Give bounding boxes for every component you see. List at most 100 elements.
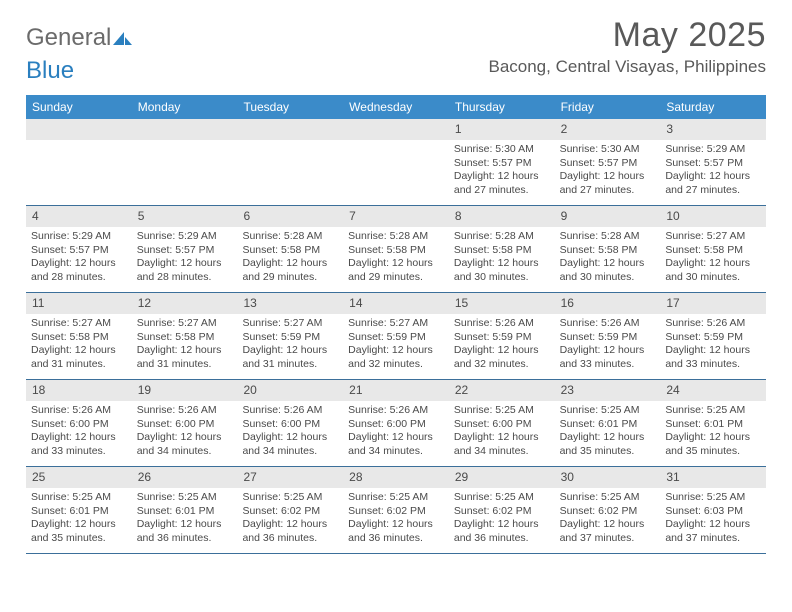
day-cell: 5 Sunrise: 5:29 AMSunset: 5:57 PMDaylight…	[132, 206, 238, 292]
day-cell: 3 Sunrise: 5:29 AMSunset: 5:57 PMDaylight…	[660, 119, 766, 205]
dow-cell: Wednesday	[343, 95, 449, 119]
day-detail: Sunrise: 5:30 AMSunset: 5:57 PMDaylight:…	[559, 143, 657, 197]
day-detail: Sunrise: 5:25 AMSunset: 6:01 PMDaylight:…	[136, 491, 234, 545]
day-number: 16	[555, 293, 661, 314]
day-detail: Sunrise: 5:25 AMSunset: 6:02 PMDaylight:…	[453, 491, 551, 545]
day-cell: 6 Sunrise: 5:28 AMSunset: 5:58 PMDaylight…	[237, 206, 343, 292]
day-detail: Sunrise: 5:28 AMSunset: 5:58 PMDaylight:…	[347, 230, 445, 284]
day-detail: Sunrise: 5:27 AMSunset: 5:58 PMDaylight:…	[664, 230, 762, 284]
day-cell: 27 Sunrise: 5:25 AMSunset: 6:02 PMDayligh…	[237, 467, 343, 553]
day-number: 12	[132, 293, 238, 314]
day-detail: Sunrise: 5:25 AMSunset: 6:01 PMDaylight:…	[664, 404, 762, 458]
day-cell: 12 Sunrise: 5:27 AMSunset: 5:58 PMDayligh…	[132, 293, 238, 379]
day-cell: 20Sunrise: 5:26 AMSunset: 6:00 PMDayligh…	[237, 380, 343, 466]
day-detail: Sunrise: 5:25 AMSunset: 6:00 PMDaylight:…	[453, 404, 551, 458]
day-detail: Sunrise: 5:25 AMSunset: 6:02 PMDaylight:…	[241, 491, 339, 545]
day-detail: Sunrise: 5:29 AMSunset: 5:57 PMDaylight:…	[30, 230, 128, 284]
day-number: 25	[26, 467, 132, 488]
day-cell: 1 Sunrise: 5:30 AMSunset: 5:57 PMDaylight…	[449, 119, 555, 205]
day-cell: 8 Sunrise: 5:28 AMSunset: 5:58 PMDaylight…	[449, 206, 555, 292]
day-number: 6	[237, 206, 343, 227]
day-cell: 16Sunrise: 5:26 AMSunset: 5:59 PMDayligh…	[555, 293, 661, 379]
day-number: 24	[660, 380, 766, 401]
day-number: 13	[237, 293, 343, 314]
calendar: SundayMondayTuesdayWednesdayThursdayFrid…	[26, 95, 766, 554]
day-number: 26	[132, 467, 238, 488]
title-block: May 2025 Bacong, Central Visayas, Philip…	[488, 16, 766, 77]
day-cell: 14 Sunrise: 5:27 AMSunset: 5:59 PMDayligh…	[343, 293, 449, 379]
day-number: 28	[343, 467, 449, 488]
day-cell: 15 Sunrise: 5:26 AMSunset: 5:59 PMDayligh…	[449, 293, 555, 379]
day-number: 5	[132, 206, 238, 227]
day-number: 31	[660, 467, 766, 488]
day-number: 3	[660, 119, 766, 140]
day-cell: 28 Sunrise: 5:25 AMSunset: 6:02 PMDayligh…	[343, 467, 449, 553]
day-number: 4	[26, 206, 132, 227]
day-number: 11	[26, 293, 132, 314]
day-cell: 23 Sunrise: 5:25 AMSunset: 6:01 PMDayligh…	[555, 380, 661, 466]
day-number: 14	[343, 293, 449, 314]
week-row: 1Sunrise: 5:30 AMSunset: 5:57 PMDaylight…	[26, 119, 766, 206]
dow-cell: Tuesday	[237, 95, 343, 119]
brand-general: General	[26, 24, 111, 52]
day-cell: 9Sunrise: 5:28 AMSunset: 5:58 PMDaylight…	[555, 206, 661, 292]
day-detail: Sunrise: 5:27 AMSunset: 5:59 PMDaylight:…	[241, 317, 339, 371]
day-cell: 25 Sunrise: 5:25 AMSunset: 6:01 PMDayligh…	[26, 467, 132, 553]
day-cell: 7 Sunrise: 5:28 AMSunset: 5:58 PMDaylight…	[343, 206, 449, 292]
day-detail: Sunrise: 5:25 AMSunset: 6:03 PMDaylight:…	[664, 491, 762, 545]
day-number: 29	[449, 467, 555, 488]
day-detail: Sunrise: 5:26 AMSunset: 6:00 PMDaylight:…	[347, 404, 445, 458]
month-title: May 2025	[488, 16, 766, 55]
dow-cell: Thursday	[449, 95, 555, 119]
day-detail: Sunrise: 5:29 AMSunset: 5:57 PMDaylight:…	[664, 143, 762, 197]
day-number-empty	[343, 119, 449, 140]
day-number: 27	[237, 467, 343, 488]
day-number: 17	[660, 293, 766, 314]
day-number: 23	[555, 380, 661, 401]
day-cell: 24 Sunrise: 5:25 AMSunset: 6:01 PMDayligh…	[660, 380, 766, 466]
day-cell: 2Sunrise: 5:30 AMSunset: 5:57 PMDaylight…	[555, 119, 661, 205]
brand-blue: Blue	[26, 57, 74, 85]
day-number-empty	[237, 119, 343, 140]
day-detail: Sunrise: 5:26 AMSunset: 6:00 PMDaylight:…	[30, 404, 128, 458]
dow-cell: Sunday	[26, 95, 132, 119]
day-detail: Sunrise: 5:25 AMSunset: 6:02 PMDaylight:…	[347, 491, 445, 545]
day-number: 18	[26, 380, 132, 401]
day-cell: 4 Sunrise: 5:29 AMSunset: 5:57 PMDaylight…	[26, 206, 132, 292]
day-number: 7	[343, 206, 449, 227]
day-detail: Sunrise: 5:25 AMSunset: 6:01 PMDaylight:…	[559, 404, 657, 458]
week-row: 4Sunrise: 5:29 AMSunset: 5:57 PMDaylight…	[26, 206, 766, 293]
dow-cell: Saturday	[660, 95, 766, 119]
day-cell: 22Sunrise: 5:25 AMSunset: 6:00 PMDayligh…	[449, 380, 555, 466]
day-cell: 30 Sunrise: 5:25 AMSunset: 6:02 PMDayligh…	[555, 467, 661, 553]
day-number: 9	[555, 206, 661, 227]
day-number: 30	[555, 467, 661, 488]
day-detail: Sunrise: 5:26 AMSunset: 5:59 PMDaylight:…	[453, 317, 551, 371]
day-cell	[343, 119, 449, 205]
day-cell: 29 Sunrise: 5:25 AMSunset: 6:02 PMDayligh…	[449, 467, 555, 553]
day-detail: Sunrise: 5:28 AMSunset: 5:58 PMDaylight:…	[453, 230, 551, 284]
day-cell: 10 Sunrise: 5:27 AMSunset: 5:58 PMDayligh…	[660, 206, 766, 292]
day-cell: 19Sunrise: 5:26 AMSunset: 6:00 PMDayligh…	[132, 380, 238, 466]
day-detail: Sunrise: 5:26 AMSunset: 6:00 PMDaylight:…	[136, 404, 234, 458]
day-cell	[237, 119, 343, 205]
day-number: 1	[449, 119, 555, 140]
brand-logo: General	[26, 16, 134, 52]
day-cell: 13 Sunrise: 5:27 AMSunset: 5:59 PMDayligh…	[237, 293, 343, 379]
day-cell: 18 Sunrise: 5:26 AMSunset: 6:00 PMDayligh…	[26, 380, 132, 466]
dow-cell: Friday	[555, 95, 661, 119]
day-detail: Sunrise: 5:29 AMSunset: 5:57 PMDaylight:…	[136, 230, 234, 284]
day-detail: Sunrise: 5:25 AMSunset: 6:01 PMDaylight:…	[30, 491, 128, 545]
week-row: 25Sunrise: 5:25 AMSunset: 6:01 PMDayligh…	[26, 467, 766, 554]
day-number: 15	[449, 293, 555, 314]
day-detail: Sunrise: 5:27 AMSunset: 5:58 PMDaylight:…	[30, 317, 128, 371]
day-number: 10	[660, 206, 766, 227]
day-detail: Sunrise: 5:28 AMSunset: 5:58 PMDaylight:…	[241, 230, 339, 284]
day-number: 8	[449, 206, 555, 227]
day-detail: Sunrise: 5:27 AMSunset: 5:59 PMDaylight:…	[347, 317, 445, 371]
day-detail: Sunrise: 5:30 AMSunset: 5:57 PMDaylight:…	[453, 143, 551, 197]
day-cell: 11 Sunrise: 5:27 AMSunset: 5:58 PMDayligh…	[26, 293, 132, 379]
day-cell	[26, 119, 132, 205]
day-detail: Sunrise: 5:27 AMSunset: 5:58 PMDaylight:…	[136, 317, 234, 371]
day-detail: Sunrise: 5:25 AMSunset: 6:02 PMDaylight:…	[559, 491, 657, 545]
